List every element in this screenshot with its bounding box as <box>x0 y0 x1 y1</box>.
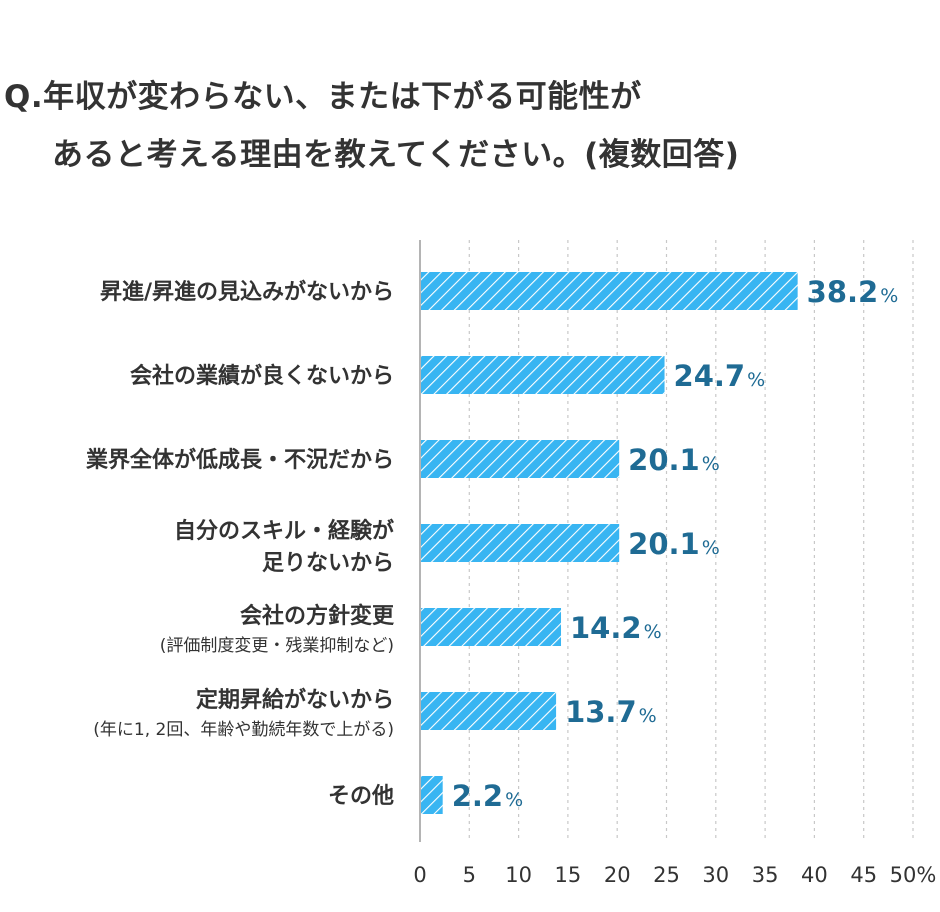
question-line-1: Q.年収が変わらない、または下がる可能性が <box>4 79 642 115</box>
category-label: 昇進/昇進の見込みがないから <box>100 279 394 305</box>
x-tick-label: 35 <box>752 863 779 887</box>
bar <box>421 692 557 730</box>
x-tick-label: 15 <box>555 863 582 887</box>
value-labels: 38.2 % 24.7 % 20.1 % 20.1 % 14.2 % 13.7 % 2.2% <box>452 275 899 813</box>
value-label: 20.1% <box>628 443 720 477</box>
category-labels: 昇進/昇進の見込みがないから会社の業績が良くないから業界全体が低成長・不況だから… <box>86 279 395 809</box>
value-label: 13.7% <box>565 695 657 729</box>
category-label-line2: 足りないから <box>262 551 394 576</box>
x-tick-label: 50% <box>890 863 937 887</box>
value-label: 14.2% <box>570 611 662 645</box>
value-label: 38.2% <box>807 275 899 309</box>
category-label: 自分のスキル・経験が <box>174 518 394 544</box>
grid-lines <box>419 240 914 842</box>
value-label: 20.1% <box>628 527 720 561</box>
x-tick-label: 20 <box>604 863 631 887</box>
x-tick-label: 40 <box>801 863 828 887</box>
category-label: その他 <box>328 784 394 809</box>
category-label-line2: (年に1, 2回、年齢や勤続年数で上がる) <box>93 720 394 740</box>
category-label: 会社の業績が良くないから <box>130 363 394 389</box>
category-label: 定期昇給がないから <box>196 687 394 713</box>
bar <box>421 608 562 646</box>
value-label: 2.2% <box>452 779 523 813</box>
bar <box>421 524 620 562</box>
category-label: 業界全体が低成長・不況だから <box>86 447 394 473</box>
x-tick-label: 0 <box>413 863 426 887</box>
x-tick-label: 10 <box>505 863 532 887</box>
x-tick-label: 25 <box>653 863 680 887</box>
category-label-line2: (評価制度変更・残業抑制など) <box>160 636 394 656</box>
bar <box>421 356 665 394</box>
x-axis-ticks: 0 5 10 15 20 25 30 35 40 45 50% <box>413 863 936 887</box>
bars <box>421 272 798 814</box>
category-label: 会社の方針変更 <box>240 603 395 629</box>
x-tick-label: 5 <box>463 863 476 887</box>
bar <box>421 272 798 310</box>
x-tick-label: 45 <box>850 863 877 887</box>
question-title: Q.年収が変わらない、または下がる可能性が あると考える理由を教えてください。(… <box>4 68 739 184</box>
bar <box>421 440 620 478</box>
x-tick-label: 30 <box>702 863 729 887</box>
value-label: 24.7% <box>674 359 766 393</box>
question-line-2: あると考える理由を教えてください。(複数回答) <box>52 137 740 173</box>
bar <box>421 776 443 814</box>
